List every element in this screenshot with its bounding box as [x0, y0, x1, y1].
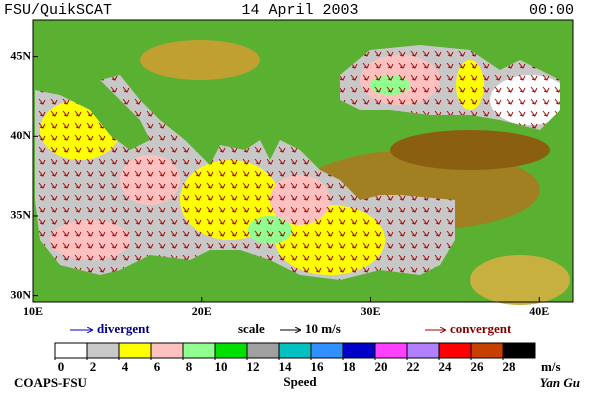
- colorbar-tick-label: 28: [503, 359, 517, 374]
- footer-left: COAPS-FSU: [14, 375, 88, 390]
- colorbar-label: Speed: [283, 374, 317, 389]
- header-left: FSU/QuikSCAT: [4, 2, 112, 19]
- color-swatch: [118, 342, 152, 359]
- header-center: 14 April 2003: [241, 2, 358, 19]
- colorbar-tick-label: 8: [186, 359, 193, 374]
- footer-right: Yan Gu: [540, 375, 580, 390]
- colorbar-tick-label: 26: [471, 359, 485, 374]
- y-tick-label: 45N: [10, 48, 31, 62]
- legend-convergent: convergent: [450, 321, 512, 336]
- color-swatch: [214, 342, 248, 359]
- colorbar-tick-label: 24: [439, 359, 453, 374]
- header-right: 00:00: [529, 2, 574, 19]
- color-swatch: [310, 342, 344, 359]
- highland: [140, 40, 260, 80]
- legend-divergent: divergent: [97, 321, 150, 336]
- colorbar-tick-label: 22: [407, 359, 420, 374]
- x-tick-label: 30E: [360, 304, 380, 318]
- colorbar-tick-label: 16: [311, 359, 325, 374]
- x-tick-label: 20E: [192, 304, 212, 318]
- x-tick-label: 40E: [529, 304, 549, 318]
- color-swatch: [182, 342, 216, 359]
- x-tick-label: 10E: [23, 304, 43, 318]
- colorbar-tick-label: 2: [90, 359, 97, 374]
- colorbar-tick-label: 18: [343, 359, 357, 374]
- map-frame: [32, 19, 574, 303]
- color-swatch: [150, 342, 184, 359]
- colorbar-unit: m/s: [541, 359, 561, 374]
- legend-scale-value: 10 m/s: [305, 321, 341, 336]
- y-tick-label: 30N: [10, 287, 31, 301]
- colorbar-tick-label: 20: [375, 359, 388, 374]
- color-swatch: [374, 342, 408, 359]
- color-swatch: [438, 342, 472, 359]
- color-swatch: [246, 342, 280, 359]
- colorbar-tick-label: 0: [58, 359, 65, 374]
- map-axes: 10E 20E 30E 40E 45N 40N 35N 30N: [10, 48, 549, 317]
- colorbar-tick-label: 4: [122, 359, 129, 374]
- color-swatch: [86, 342, 120, 359]
- legend-scale: scale: [238, 321, 265, 336]
- color-swatch: [278, 342, 312, 359]
- colorbar-tick-label: 10: [215, 359, 228, 374]
- map: [32, 19, 574, 305]
- color-swatch: [502, 342, 536, 359]
- color-swatch: [342, 342, 376, 359]
- color-swatch: [54, 342, 88, 359]
- colorbar: 0 2 4 6 8 10 12 14 16 18 20 22 24 26 28 m/s: [54, 342, 561, 374]
- color-swatch: [470, 342, 504, 359]
- colorbar-tick-label: 14: [279, 359, 293, 374]
- colorbar-tick-label: 12: [247, 359, 260, 374]
- y-tick-label: 35N: [10, 208, 31, 222]
- highland: [390, 130, 550, 170]
- colorbar-tick-label: 6: [154, 359, 161, 374]
- highland: [470, 255, 570, 305]
- color-swatch: [406, 342, 440, 359]
- y-tick-label: 40N: [10, 128, 31, 142]
